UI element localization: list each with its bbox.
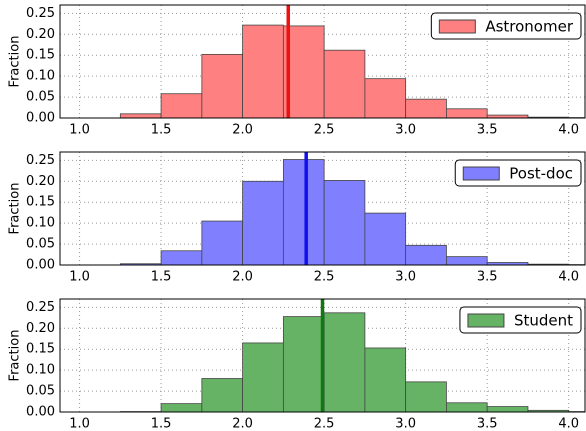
x-tick-label: 3.0 xyxy=(395,417,416,431)
y-tick-label: 0.15 xyxy=(26,48,55,63)
x-tick-label: 3.5 xyxy=(477,270,498,285)
legend-label: Post-doc xyxy=(509,165,573,183)
bar xyxy=(242,180,284,265)
bar xyxy=(282,316,325,412)
y-tick-label: 0.20 xyxy=(26,174,55,189)
bar xyxy=(405,98,447,118)
y-tick-label: 0.05 xyxy=(26,237,55,252)
y-tick-label: 0.10 xyxy=(26,69,55,84)
bar xyxy=(446,108,488,118)
x-tick-label: 3.5 xyxy=(477,123,498,138)
x-tick-label: 2.0 xyxy=(232,270,253,285)
x-tick-label: 4.0 xyxy=(558,123,579,138)
bars xyxy=(119,312,585,412)
y-tick-label: 0.00 xyxy=(26,405,55,420)
bar xyxy=(364,347,407,412)
bar xyxy=(201,378,244,412)
bar xyxy=(486,406,529,412)
legend-label: Astronomer xyxy=(485,18,573,36)
x-tick-label: 2.5 xyxy=(314,123,335,138)
bar xyxy=(527,409,570,412)
bar xyxy=(119,113,162,118)
y-axis-label: Fraction xyxy=(8,183,23,235)
bar xyxy=(364,212,407,265)
bars xyxy=(119,24,585,118)
y-tick-label: 0.05 xyxy=(26,384,55,399)
x-tick-label: 2.5 xyxy=(314,270,335,285)
x-tick-label: 4.0 xyxy=(558,270,579,285)
bar xyxy=(364,78,407,118)
y-tick-label: 0.20 xyxy=(26,321,55,336)
bar xyxy=(405,381,447,412)
bar xyxy=(242,342,284,412)
x-tick-label: 1.5 xyxy=(151,123,172,138)
legend: Student xyxy=(459,306,582,334)
bar xyxy=(160,403,203,412)
x-tick-label: 3.0 xyxy=(395,270,416,285)
bar xyxy=(486,114,529,118)
panel: 0.00 0.05 0.10 0.15 0.20 0.25 1.0 1.5 2.0 2.5 3.0 3… xyxy=(8,151,586,285)
x-tick-label: 4.0 xyxy=(558,417,579,431)
y-tick-label: 0.05 xyxy=(26,90,55,105)
y-axis-label: Fraction xyxy=(8,36,23,88)
x-tick-label: 1.0 xyxy=(69,123,90,138)
bar xyxy=(282,25,325,118)
frame xyxy=(59,4,586,119)
y-tick-label: 0.25 xyxy=(26,153,55,168)
legend-swatch xyxy=(467,313,505,328)
frame xyxy=(59,151,586,266)
panel: 0.00 0.05 0.10 0.15 0.20 0.25 1.0 1.5 2.0 2.5 3.0 3… xyxy=(8,4,586,138)
bar xyxy=(405,244,447,265)
y-tick-label: 0.00 xyxy=(26,258,55,273)
x-tick-label: 1.5 xyxy=(151,417,172,431)
legend-label: Student xyxy=(514,312,573,330)
bar xyxy=(323,180,366,265)
bar xyxy=(446,256,488,265)
bar xyxy=(282,159,325,265)
bar xyxy=(201,53,244,118)
x-tick-label: 1.0 xyxy=(69,417,90,431)
y-tick-label: 0.15 xyxy=(26,195,55,210)
y-tick-label: 0.25 xyxy=(26,6,55,21)
bar xyxy=(323,49,366,118)
bar xyxy=(201,220,244,265)
legend: Post-doc xyxy=(454,159,582,187)
x-tick-label: 1.5 xyxy=(151,270,172,285)
legend: Astronomer xyxy=(430,12,582,40)
legend-swatch xyxy=(438,19,476,34)
y-tick-label: 0.25 xyxy=(26,300,55,315)
bar xyxy=(486,262,529,265)
frame xyxy=(59,298,586,413)
bar xyxy=(160,250,203,265)
bar xyxy=(446,402,488,412)
panel: 0.00 0.05 0.10 0.15 0.20 0.25 1.0 1.5 2.0 2.5 3.0 3… xyxy=(8,298,586,431)
y-tick-label: 0.20 xyxy=(26,27,55,42)
y-tick-label: 0.00 xyxy=(26,111,55,126)
bar xyxy=(242,24,284,118)
y-tick-label: 0.10 xyxy=(26,216,55,231)
x-tick-label: 2.0 xyxy=(232,123,253,138)
y-axis-label: Fraction xyxy=(8,330,23,382)
x-tick-label: 2.5 xyxy=(314,417,335,431)
legend-swatch xyxy=(462,166,500,181)
x-tick-label: 2.0 xyxy=(232,417,253,431)
y-tick-label: 0.15 xyxy=(26,342,55,357)
y-tick-label: 0.10 xyxy=(26,363,55,378)
x-tick-label: 3.5 xyxy=(477,417,498,431)
bar xyxy=(160,93,203,118)
x-tick-label: 1.0 xyxy=(69,270,90,285)
x-tick-label: 3.0 xyxy=(395,123,416,138)
bar xyxy=(323,312,366,412)
